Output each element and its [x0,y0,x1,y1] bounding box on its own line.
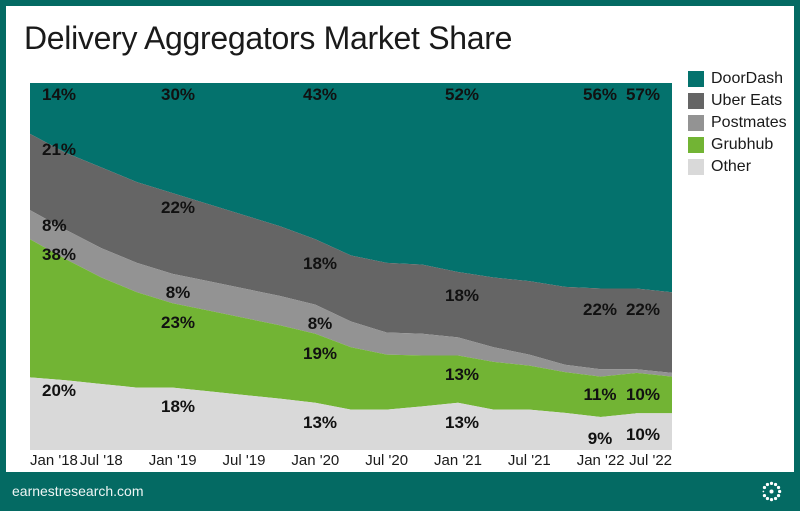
data-label: 20% [42,381,76,400]
area-band-other[interactable] [30,377,672,450]
legend-item-label: Other [711,158,752,175]
legend-item[interactable]: DoorDash [688,68,792,90]
data-label: 18% [445,286,479,305]
chart-card: Delivery Aggregators Market Share 14% 30%… [6,6,794,472]
x-axis-tick-label: Jul '21 [507,452,551,469]
legend-item-label: DoorDash [711,70,784,87]
data-label: 14% [42,85,76,104]
data-label: 8% [42,216,67,235]
area-band-grubhub[interactable] [30,239,672,417]
area-band-uber-eats[interactable] [30,133,672,373]
data-label: 52% [445,85,479,104]
x-axis-tick-label: Jan '18 [30,452,78,469]
data-label: 13% [445,365,479,384]
data-label: 21% [42,140,76,159]
data-label: 9% [588,429,613,448]
x-axis-tick-label: Jul '18 [79,452,123,469]
x-axis: Jan '18 Jul '18 Jan '19 Jul '19 Jan '20 Jul '… [30,452,672,474]
data-label: 22% [161,198,195,217]
data-label: 10% [626,385,660,404]
data-label: 19% [303,344,337,363]
legend-item[interactable]: Postmates [688,112,792,134]
page-title: Delivery Aggregators Market Share [24,20,513,56]
legend-item-label: Postmates [711,114,787,131]
x-axis-tick-label: Jan '20 [291,452,340,469]
x-axis-tick-label: Jul '20 [365,452,409,469]
legend-item-label: Uber Eats [711,92,783,109]
x-axis-tick-label: Jan '21 [434,452,482,469]
x-axis-tick-label: Jan '19 [148,452,197,469]
legend-item[interactable]: Grubhub [688,134,792,156]
data-label: 18% [161,397,195,416]
footer-bar: earnestresearch.com [0,472,800,511]
area-band-postmates[interactable] [30,210,672,377]
data-label: 22% [626,300,660,319]
legend-swatch-icon [688,137,704,153]
legend-item-label: Grubhub [711,136,774,153]
data-label: 13% [445,413,479,432]
data-label: 23% [161,313,195,332]
legend-swatch-icon [688,93,704,109]
data-label: 43% [303,85,337,104]
data-label: 38% [42,245,76,264]
data-label: 10% [626,425,660,444]
legend-swatch-icon [688,71,704,87]
data-label: 56% [583,85,617,104]
data-label: 13% [303,413,337,432]
area-bands [30,83,672,450]
legend: DoorDash Uber Eats Postmates Grubhub Other [688,68,792,178]
x-axis-tick-label: Jul '19 [222,452,266,469]
stacked-area-plot: 14% 30% 43% 52% 56% 57% 21% 22% 18% 18% 22% 22% 8% 8%… [30,83,672,450]
source-url[interactable]: earnestresearch.com [12,483,144,499]
data-label: 22% [583,300,617,319]
legend-swatch-icon [688,115,704,131]
data-label: 11% [583,385,616,404]
data-label: 8% [308,314,333,333]
data-label: 18% [303,254,337,273]
data-label: 8% [166,283,191,302]
data-label: 57% [626,85,660,104]
data-point-labels: 14% 30% 43% 52% 56% 57% 21% 22% 18% 18% 22% 22% 8% 8%… [42,85,660,448]
legend-item[interactable]: Other [688,156,792,178]
earnest-research-logo-icon [762,481,782,502]
x-axis-tick-label: Jul '22 [629,452,672,469]
data-label: 30% [161,85,195,104]
legend-swatch-icon [688,159,704,175]
x-axis-tick-label: Jan '22 [576,452,625,469]
area-band-doordash[interactable] [30,83,672,293]
legend-item[interactable]: Uber Eats [688,90,792,112]
plot-svg: 14% 30% 43% 52% 56% 57% 21% 22% 18% 18% 22% 22% 8% 8%… [30,83,672,450]
